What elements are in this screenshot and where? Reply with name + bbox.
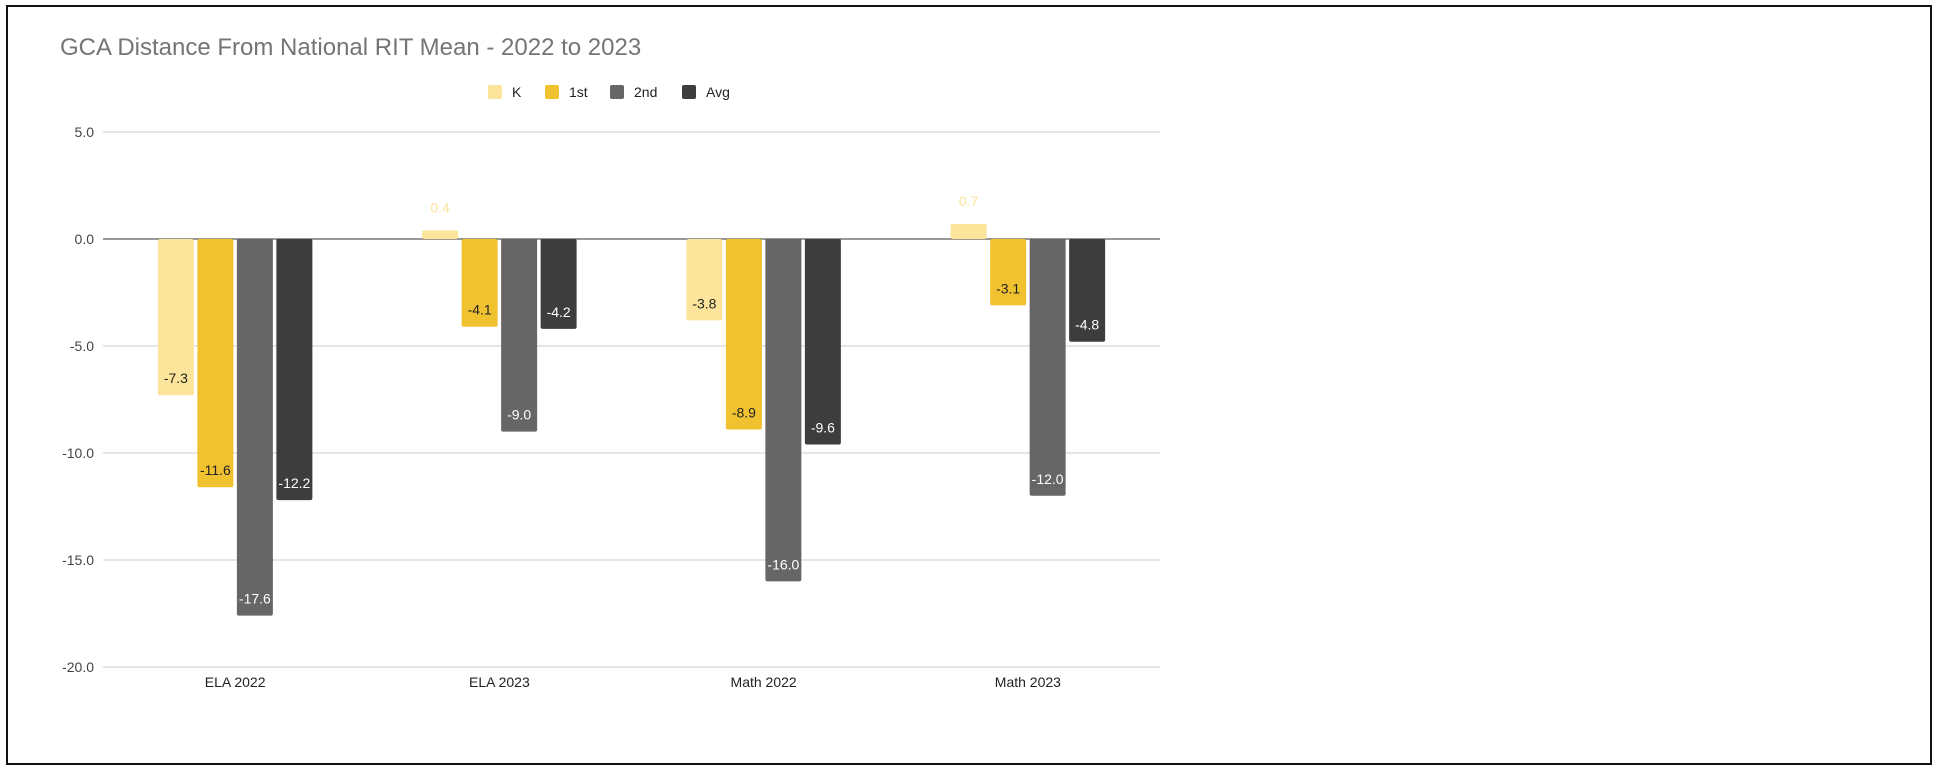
x-category-label: ELA 2022	[205, 674, 266, 690]
bar	[990, 239, 1027, 306]
bar	[540, 239, 577, 329]
y-tick-label: 0.0	[75, 231, 95, 247]
x-category-label: Math 2022	[731, 674, 797, 690]
y-tick-label: -10.0	[62, 445, 94, 461]
bar	[725, 239, 762, 430]
data-label: -4.1	[468, 302, 492, 318]
chart-title: GCA Distance From National RIT Mean - 20…	[60, 34, 642, 61]
bar	[236, 239, 273, 616]
data-label: -4.2	[547, 304, 571, 320]
legend-swatch	[682, 85, 696, 99]
legend-label: 2nd	[634, 84, 657, 100]
data-label: -16.0	[767, 556, 799, 572]
data-label: -11.6	[200, 462, 231, 478]
y-tick-label: 5.0	[75, 124, 95, 140]
bar	[461, 239, 498, 327]
data-label: -12.0	[1032, 471, 1064, 487]
bar	[804, 239, 841, 445]
bar	[950, 224, 987, 239]
data-label: -9.0	[507, 407, 531, 423]
legend-swatch	[610, 85, 624, 99]
bar	[765, 239, 802, 582]
legend-label: Avg	[706, 84, 730, 100]
data-label: -8.9	[732, 404, 756, 420]
y-tick-label: -15.0	[62, 552, 94, 568]
data-label: -17.6	[239, 591, 271, 607]
bar	[197, 239, 234, 488]
legend-swatch	[488, 85, 502, 99]
bar	[422, 230, 459, 239]
data-label: 0.7	[959, 193, 979, 209]
legend-label: 1st	[569, 84, 588, 100]
data-label: -4.8	[1075, 317, 1099, 333]
bar	[1069, 239, 1106, 342]
y-tick-label: -20.0	[62, 659, 94, 675]
data-label: 0.4	[430, 199, 450, 215]
x-category-label: Math 2023	[995, 674, 1061, 690]
x-category-label: ELA 2023	[469, 674, 530, 690]
bar	[276, 239, 313, 501]
data-label: -9.6	[811, 419, 835, 435]
data-label: -7.3	[164, 370, 188, 386]
bar	[157, 239, 194, 396]
y-tick-label: -5.0	[70, 338, 94, 354]
bar	[1029, 239, 1066, 496]
data-label: -3.8	[692, 295, 716, 311]
data-label: -12.2	[278, 475, 310, 491]
bar	[501, 239, 538, 432]
legend-label: K	[512, 84, 522, 100]
bar	[686, 239, 723, 321]
legend-swatch	[545, 85, 559, 99]
data-label: -3.1	[996, 280, 1020, 296]
